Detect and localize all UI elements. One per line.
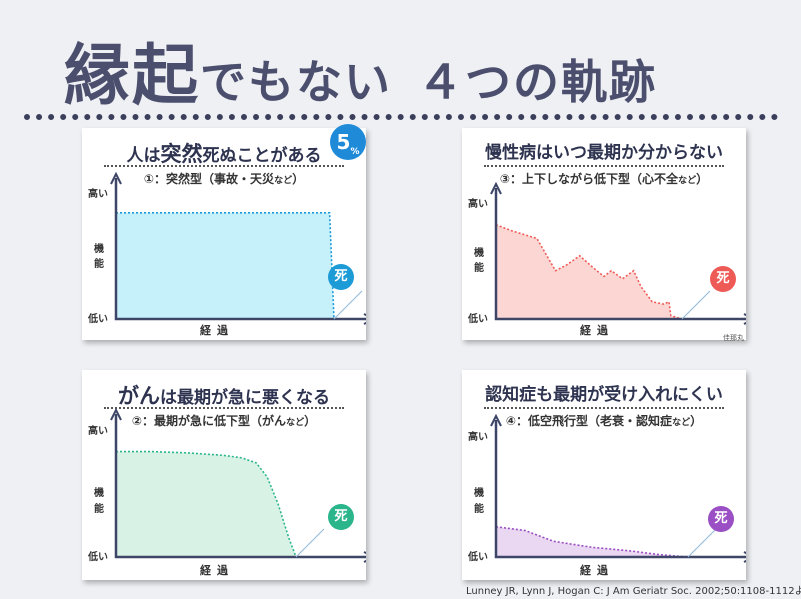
- series-line: [495, 526, 689, 558]
- y-arrow: [490, 181, 502, 195]
- panel-dementia: 認知症も最期が受け入れにくい ④：低空飛行型（老衰・認知症など） 高い 機 能 …: [462, 370, 746, 580]
- panel-title: 人は突然死ぬことがある: [126, 142, 322, 166]
- chart-plot: [110, 407, 366, 563]
- series-line: [116, 450, 297, 558]
- x-axis-label: 経過: [200, 324, 234, 337]
- axes: [494, 420, 746, 559]
- y-func-label-2: 能: [94, 504, 104, 515]
- y-func-label-2: 能: [94, 259, 104, 270]
- y-high-label: 高い: [88, 189, 108, 200]
- panel-title: がんは最期が急に悪くなる: [118, 384, 330, 408]
- panel-title: 認知症も最期が受け入れにくい: [485, 385, 723, 405]
- y-low-label: 低い: [88, 314, 108, 325]
- y-func-label-1: 機: [474, 488, 484, 499]
- signature: 佳那丸: [723, 334, 744, 342]
- y-func-label-1: 機: [94, 488, 104, 499]
- y-arrow: [490, 413, 502, 427]
- citation: Lunney JR, Lynn J, Hogan C: J Am Geriatr…: [466, 586, 801, 597]
- y-low-label: 低い: [88, 552, 108, 563]
- series-area: [496, 526, 688, 557]
- death-leader: [295, 528, 325, 558]
- axes: [114, 414, 366, 559]
- chart-plot: [490, 413, 746, 563]
- death-icon: 死: [710, 266, 736, 292]
- y-low-label: 低い: [468, 314, 488, 325]
- percent-badge: 5%: [330, 124, 366, 160]
- title-kana: でもない: [200, 55, 392, 109]
- death-icon: 死: [328, 504, 354, 530]
- x-axis-label: 経過: [200, 564, 234, 577]
- panel-subtitle: ①：突然型（事故・天災など）: [143, 172, 305, 186]
- death-leader: [333, 290, 363, 320]
- death-leader: [687, 528, 717, 558]
- panel-title: 慢性病はいつ最期か分からない: [485, 143, 723, 163]
- y-func-label-2: 能: [474, 263, 484, 274]
- y-func-label-1: 機: [94, 244, 104, 255]
- panel-divider: [484, 165, 724, 167]
- series-area: [496, 224, 682, 319]
- y-arrow: [110, 407, 122, 421]
- panel-divider: [484, 407, 724, 409]
- death-icon: 死: [708, 506, 734, 532]
- y-high-label: 高い: [468, 199, 488, 210]
- page-title: 縁起でもない ４つの軌跡: [64, 38, 657, 120]
- panel-sudden: 人は突然死ぬことがある ①：突然型（事故・天災など） 高い 機 能 低い 経過 …: [82, 128, 366, 340]
- axes: [114, 178, 366, 321]
- series-line: [495, 223, 683, 320]
- panel-subtitle: ②：最期が急に低下型（がんなど）: [131, 414, 317, 428]
- chart-plot: [110, 171, 366, 325]
- title-divider: [24, 114, 778, 120]
- panel-divider: [104, 165, 344, 167]
- y-func-label-2: 能: [474, 504, 484, 515]
- x-axis-label: 経過: [580, 324, 614, 337]
- y-func-label-1: 機: [474, 248, 484, 259]
- panel-divider: [104, 407, 344, 409]
- panel-subtitle: ④：低空飛行型（老衰・認知症など）: [505, 414, 703, 428]
- y-high-label: 高い: [468, 432, 488, 443]
- series-area: [116, 451, 296, 557]
- series-area: [116, 212, 334, 319]
- title-kanji: 縁起: [64, 37, 200, 114]
- y-arrow: [110, 171, 122, 185]
- panel-cancer: がんは最期が急に悪くなる ②：最期が急に低下型（がんなど） 高い 機 能 低い …: [82, 370, 366, 580]
- death-icon: 死: [328, 264, 354, 290]
- axes: [494, 188, 746, 321]
- y-high-label: 高い: [88, 426, 108, 437]
- panel-subtitle: ③：上下しながら低下型（心不全など）: [499, 172, 709, 186]
- x-axis-label: 経過: [580, 564, 614, 577]
- chart-plot: [490, 181, 746, 325]
- panel-chronic: 慢性病はいつ最期か分からない ③：上下しながら低下型（心不全など） 高い 機 能…: [462, 128, 746, 340]
- death-leader: [681, 290, 711, 320]
- y-low-label: 低い: [468, 552, 488, 563]
- title-rest: ４つの軌跡: [416, 55, 657, 109]
